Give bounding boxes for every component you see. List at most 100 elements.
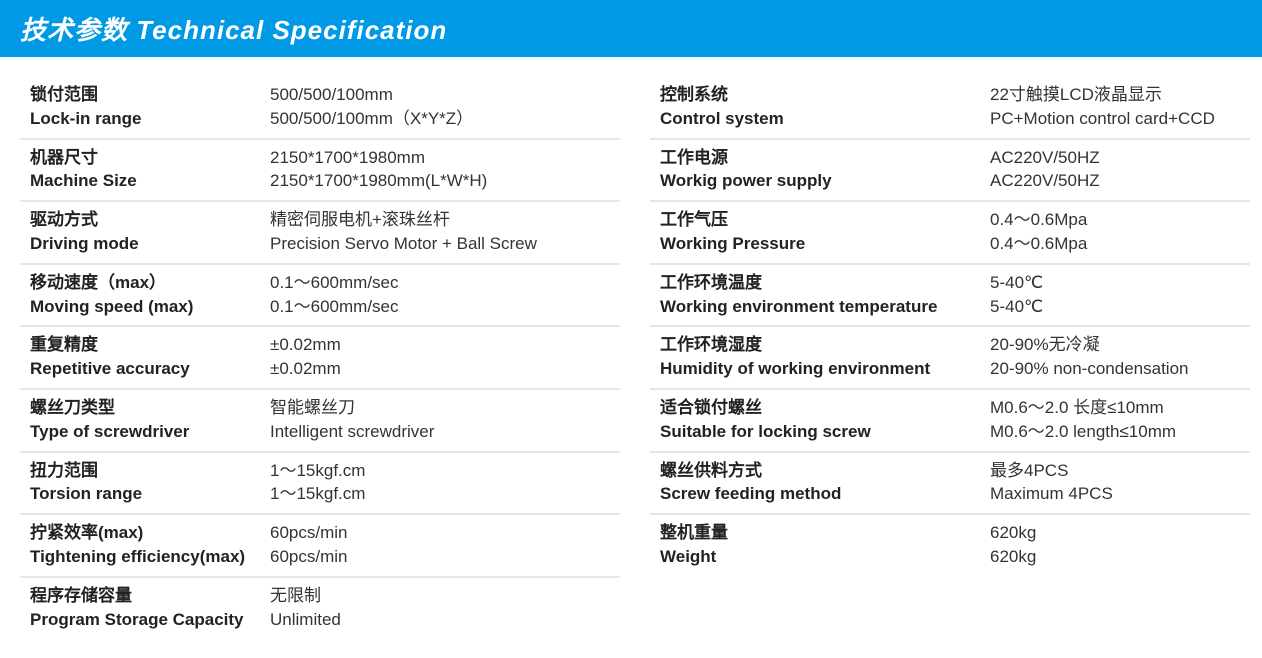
spec-value-cn: 500/500/100mm: [270, 83, 473, 107]
spec-header: 技术参数 Technical Specification: [0, 0, 1262, 57]
spec-value-group: 620kg620kg: [990, 521, 1036, 569]
spec-row: 机器尺寸Machine Size2150*1700*1980mm2150*170…: [20, 140, 620, 203]
spec-value-group: 60pcs/min60pcs/min: [270, 521, 347, 569]
spec-value-en: Unlimited: [270, 608, 341, 632]
spec-row: 整机重量Weight620kg620kg: [650, 515, 1250, 576]
spec-label-cn: 锁付范围: [30, 83, 270, 107]
spec-content: 锁付范围Lock-in range500/500/100mm500/500/10…: [0, 57, 1262, 658]
header-title-cn: 技术参数: [20, 15, 128, 45]
spec-value-en: 20-90% non-condensation: [990, 357, 1188, 381]
spec-label-group: 锁付范围Lock-in range: [30, 83, 270, 131]
spec-row: 重复精度Repetitive accuracy±0.02mm±0.02mm: [20, 327, 620, 390]
spec-label-en: Moving speed (max): [30, 295, 270, 319]
spec-label-group: 扭力范围Torsion range: [30, 459, 270, 507]
spec-row: 拧紧效率(max)Tightening efficiency(max)60pcs…: [20, 515, 620, 578]
spec-label-group: 程序存储容量Program Storage Capacity: [30, 584, 270, 632]
spec-value-cn: 5-40℃: [990, 271, 1043, 295]
spec-label-en: Working Pressure: [660, 232, 990, 256]
spec-label-en: Workig power supply: [660, 169, 990, 193]
spec-value-group: AC220V/50HZAC220V/50HZ: [990, 146, 1100, 194]
spec-label-cn: 工作环境温度: [660, 271, 990, 295]
spec-label-en: Program Storage Capacity: [30, 608, 270, 632]
spec-label-group: 螺丝刀类型Type of screwdriver: [30, 396, 270, 444]
spec-label-en: Repetitive accuracy: [30, 357, 270, 381]
spec-row: 工作环境湿度Humidity of working environment20-…: [650, 327, 1250, 390]
spec-value-en: 1～15kgf.cm: [270, 482, 365, 506]
spec-value-en: Precision Servo Motor + Ball Screw: [270, 232, 537, 256]
spec-row: 螺丝刀类型Type of screwdriver智能螺丝刀Intelligent…: [20, 390, 620, 453]
spec-value-group: 1～15kgf.cm1～15kgf.cm: [270, 459, 365, 507]
spec-label-cn: 移动速度（max）: [30, 271, 270, 295]
spec-value-en: Intelligent screwdriver: [270, 420, 434, 444]
spec-label-cn: 螺丝供料方式: [660, 459, 990, 483]
spec-label-group: 工作环境湿度Humidity of working environment: [660, 333, 990, 381]
spec-label-group: 整机重量Weight: [660, 521, 990, 569]
spec-label-cn: 重复精度: [30, 333, 270, 357]
spec-value-cn: 2150*1700*1980mm: [270, 146, 487, 170]
spec-value-cn: 22寸触摸LCD液晶显示: [990, 83, 1215, 107]
spec-label-group: 控制系统Control system: [660, 83, 990, 131]
spec-value-en: Maximum 4PCS: [990, 482, 1113, 506]
spec-value-group: 2150*1700*1980mm2150*1700*1980mm(L*W*H): [270, 146, 487, 194]
spec-label-en: Screw feeding method: [660, 482, 990, 506]
spec-value-cn: 1～15kgf.cm: [270, 459, 365, 483]
spec-label-cn: 机器尺寸: [30, 146, 270, 170]
spec-value-cn: ±0.02mm: [270, 333, 341, 357]
spec-label-en: Type of screwdriver: [30, 420, 270, 444]
spec-row: 控制系统Control system22寸触摸LCD液晶显示PC+Motion …: [650, 77, 1250, 140]
spec-label-en: Humidity of working environment: [660, 357, 990, 381]
spec-label-en: Driving mode: [30, 232, 270, 256]
spec-label-group: 工作气压Working Pressure: [660, 208, 990, 256]
spec-row: 锁付范围Lock-in range500/500/100mm500/500/10…: [20, 77, 620, 140]
spec-label-en: Torsion range: [30, 482, 270, 506]
spec-label-group: 移动速度（max）Moving speed (max): [30, 271, 270, 319]
spec-value-cn: 60pcs/min: [270, 521, 347, 545]
spec-label-cn: 扭力范围: [30, 459, 270, 483]
spec-row: 工作气压Working Pressure0.4～0.6Mpa0.4～0.6Mpa: [650, 202, 1250, 265]
spec-value-en: 5-40℃: [990, 295, 1043, 319]
spec-value-cn: 无限制: [270, 584, 341, 608]
spec-value-group: 20-90%无冷凝20-90% non-condensation: [990, 333, 1188, 381]
spec-label-cn: 拧紧效率(max): [30, 521, 270, 545]
spec-value-group: ±0.02mm±0.02mm: [270, 333, 341, 381]
spec-row: 适合锁付螺丝Suitable for locking screwM0.6～2.0…: [650, 390, 1250, 453]
spec-value-en: 620kg: [990, 545, 1036, 569]
spec-label-cn: 驱动方式: [30, 208, 270, 232]
spec-value-en: 0.1～600mm/sec: [270, 295, 399, 319]
spec-label-cn: 适合锁付螺丝: [660, 396, 990, 420]
spec-label-cn: 程序存储容量: [30, 584, 270, 608]
spec-value-en: M0.6～2.0 length≤10mm: [990, 420, 1176, 444]
spec-value-cn: 0.4～0.6Mpa: [990, 208, 1087, 232]
spec-value-cn: M0.6～2.0 长度≤10mm: [990, 396, 1176, 420]
spec-value-cn: 620kg: [990, 521, 1036, 545]
spec-label-cn: 工作气压: [660, 208, 990, 232]
spec-row: 移动速度（max）Moving speed (max)0.1～600mm/sec…: [20, 265, 620, 328]
spec-label-group: 重复精度Repetitive accuracy: [30, 333, 270, 381]
spec-label-cn: 控制系统: [660, 83, 990, 107]
spec-label-en: Lock-in range: [30, 107, 270, 131]
spec-value-group: 0.4～0.6Mpa0.4～0.6Mpa: [990, 208, 1087, 256]
spec-label-group: 拧紧效率(max)Tightening efficiency(max): [30, 521, 270, 569]
spec-label-cn: 工作电源: [660, 146, 990, 170]
spec-value-en: 0.4～0.6Mpa: [990, 232, 1087, 256]
spec-column-right: 控制系统Control system22寸触摸LCD液晶显示PC+Motion …: [650, 77, 1250, 638]
spec-label-cn: 螺丝刀类型: [30, 396, 270, 420]
spec-label-group: 驱动方式Driving mode: [30, 208, 270, 256]
spec-value-group: 精密伺服电机+滚珠丝杆Precision Servo Motor + Ball …: [270, 208, 537, 256]
spec-label-group: 工作环境温度Working environment temperature: [660, 271, 990, 319]
spec-value-en: AC220V/50HZ: [990, 169, 1100, 193]
spec-value-en: 2150*1700*1980mm(L*W*H): [270, 169, 487, 193]
spec-value-group: 0.1～600mm/sec0.1～600mm/sec: [270, 271, 399, 319]
spec-label-en: Machine Size: [30, 169, 270, 193]
spec-value-en: ±0.02mm: [270, 357, 341, 381]
spec-value-group: 500/500/100mm500/500/100mm（X*Y*Z）: [270, 83, 473, 131]
spec-column-left: 锁付范围Lock-in range500/500/100mm500/500/10…: [20, 77, 620, 638]
spec-value-group: 5-40℃5-40℃: [990, 271, 1043, 319]
spec-label-cn: 整机重量: [660, 521, 990, 545]
spec-value-cn: 0.1～600mm/sec: [270, 271, 399, 295]
spec-value-cn: 精密伺服电机+滚珠丝杆: [270, 208, 537, 232]
spec-row: 程序存储容量Program Storage Capacity无限制Unlimit…: [20, 578, 620, 639]
spec-value-en: PC+Motion control card+CCD: [990, 107, 1215, 131]
spec-value-cn: AC220V/50HZ: [990, 146, 1100, 170]
spec-value-group: M0.6～2.0 长度≤10mmM0.6～2.0 length≤10mm: [990, 396, 1176, 444]
